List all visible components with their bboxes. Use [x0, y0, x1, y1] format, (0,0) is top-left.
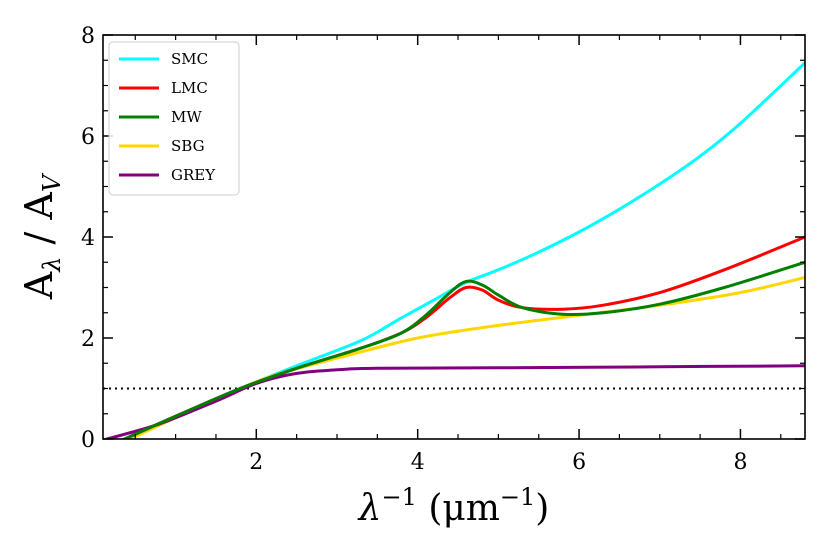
series-line-grey [105, 364, 805, 439]
y-axis-label-a2: A [17, 192, 61, 221]
series-line-sbg [126, 275, 805, 439]
x-axis-label: λ−1 (μm−1) [357, 483, 550, 529]
y-tick-label: 6 [81, 125, 95, 150]
x-axis-label-base: λ [357, 488, 382, 529]
y-tick-label: 8 [81, 24, 95, 49]
legend: SMC LMC MW SBG GREY [108, 41, 240, 196]
legend-label-grey: GREY [171, 166, 216, 184]
legend-label-sbg: SBG [171, 137, 205, 155]
y-axis-label-sub1: λ [38, 257, 66, 273]
y-axis-label-slash: / [17, 220, 61, 257]
tick-layer: 2 4 6 8 0 2 4 6 8 [81, 24, 805, 475]
legend-label-lmc: LMC [171, 79, 208, 97]
x-tick-label: 4 [411, 450, 425, 475]
legend-label-mw: MW [171, 108, 202, 126]
x-tick-label: 2 [249, 450, 263, 475]
legend-box [108, 41, 240, 196]
x-axis-label-mid: (μm [417, 488, 500, 529]
series-layer [105, 61, 805, 439]
y-axis-label: Aλ / AV [17, 172, 66, 300]
y-tick-label: 4 [81, 226, 95, 251]
x-axis-label-sup1: −1 [381, 483, 416, 511]
x-tick-label: 6 [572, 450, 586, 475]
y-axis-label-sub2: V [38, 172, 66, 192]
series-line-lmc [121, 235, 805, 439]
y-tick-label: 2 [81, 327, 95, 352]
y-tick-label: 0 [81, 428, 95, 453]
legend-label-smc: SMC [171, 50, 208, 68]
x-tick-label: 8 [733, 450, 747, 475]
series-line-mw [121, 260, 805, 439]
y-axis-label-a1: A [17, 271, 61, 300]
x-axis-label-sup2: −1 [500, 483, 535, 511]
x-axis-label-end: ) [535, 488, 549, 529]
